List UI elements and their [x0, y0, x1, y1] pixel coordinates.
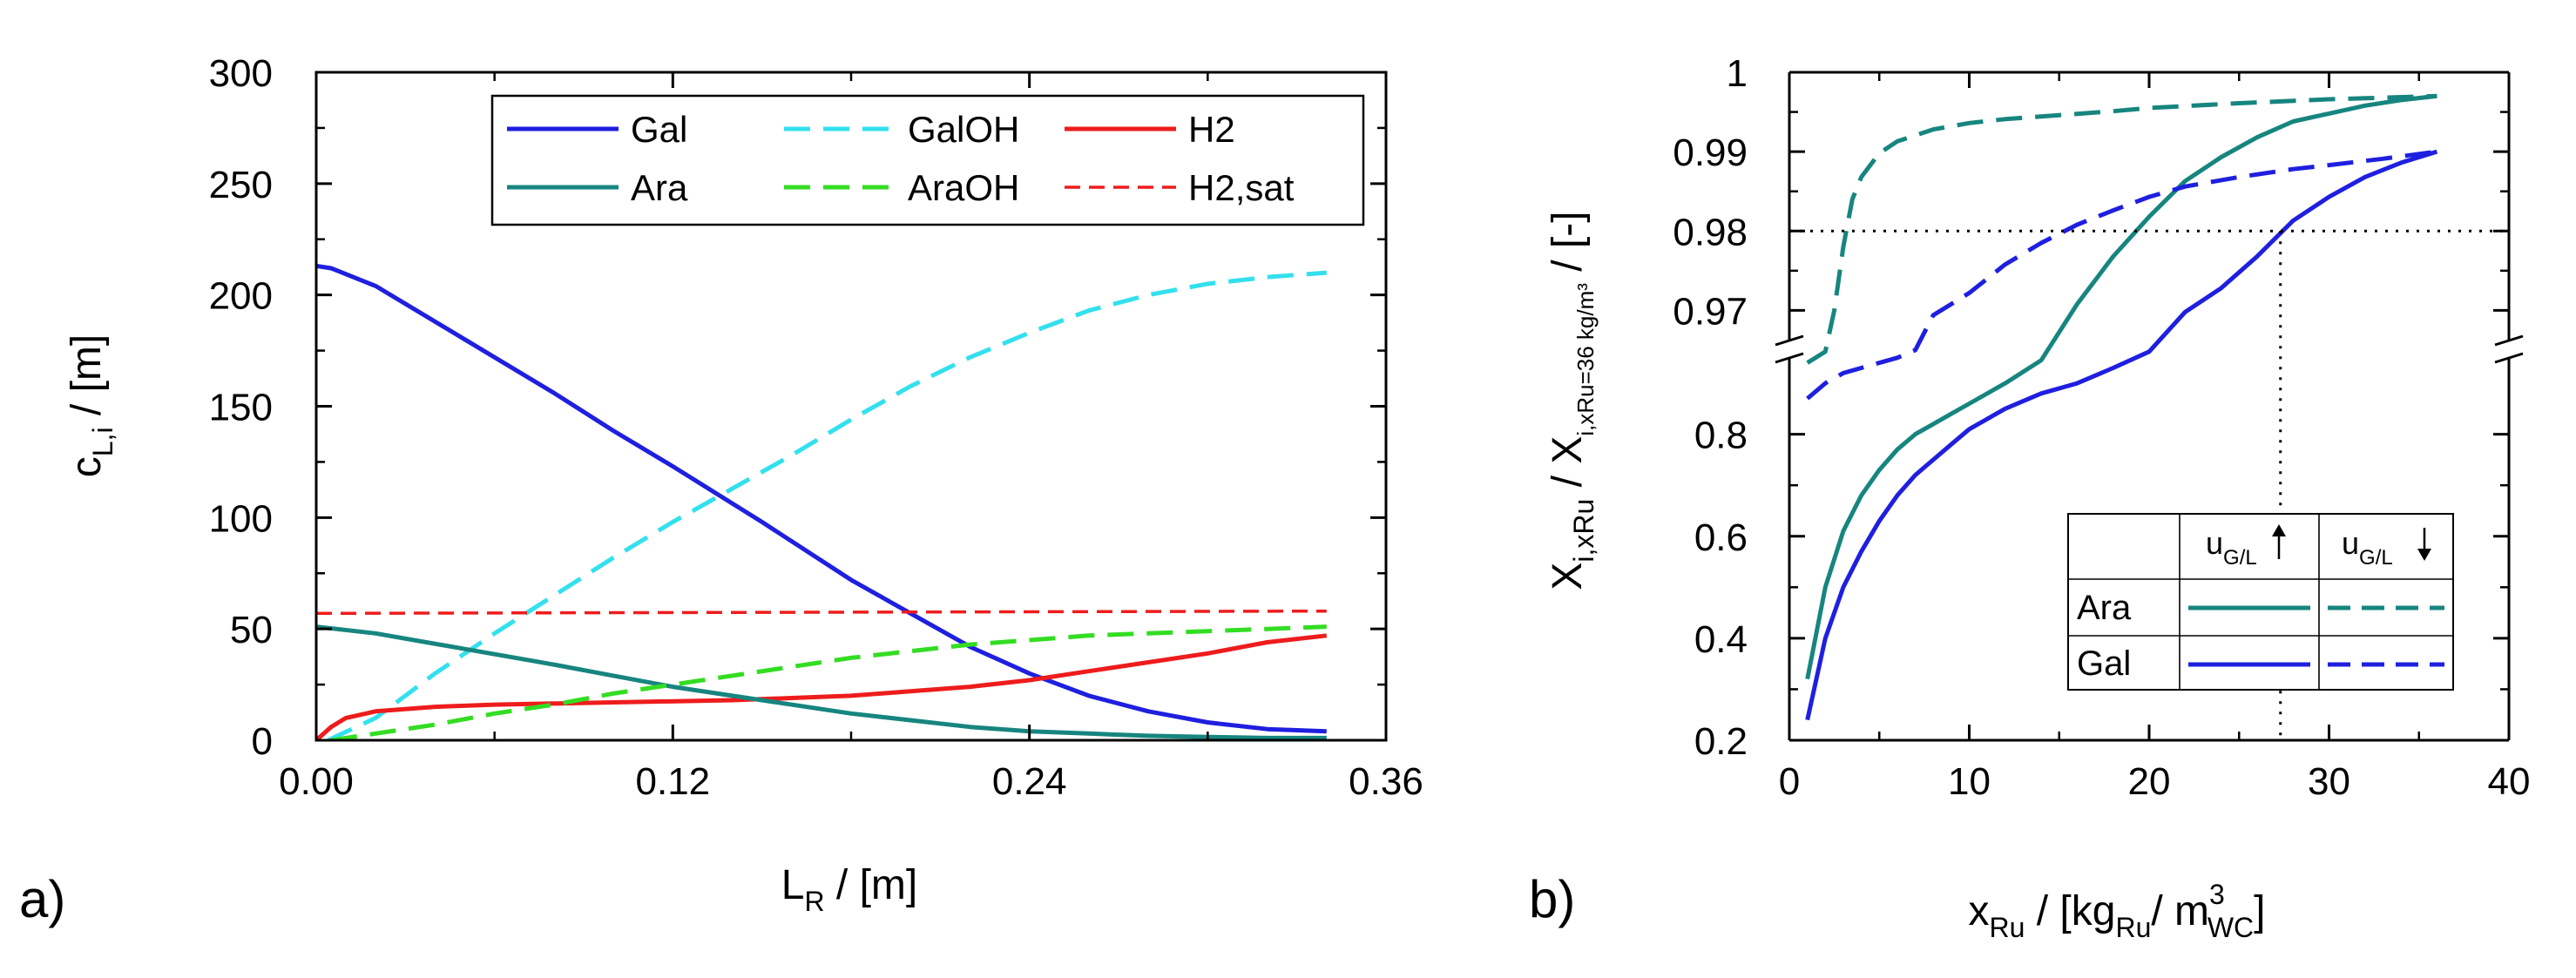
y-tick-label: 1	[1727, 52, 1748, 95]
y-tick-label: 100	[209, 497, 273, 540]
panel-b-legend-row-ara: Ara	[2077, 589, 2132, 627]
axis-break-mark	[2494, 334, 2524, 347]
y-tick-label: 0.8	[1694, 415, 1748, 457]
x-tick-label: 0.24	[992, 760, 1067, 803]
y-tick-label: 50	[230, 609, 273, 651]
x-tick-label: 30	[2308, 760, 2350, 803]
panel-a-xlabel-sub: R	[804, 886, 824, 917]
series-line-gal	[316, 263, 1327, 734]
panel-a-legend: Gal GalOH H2 Ara AraOH H2,sat	[490, 94, 1365, 226]
legend-label-h2-sat: H2,sat	[1188, 167, 1295, 208]
series-line-ara	[316, 624, 1327, 740]
panel-b-legend-box	[2067, 513, 2454, 691]
panel-b-legend-row-gal: Gal	[2077, 644, 2131, 683]
panel-a-legend-box	[490, 94, 1365, 226]
axis-break-mark	[2494, 352, 2524, 364]
legend-label-araoh: AraOH	[908, 167, 1019, 208]
legend-label-galoh: GalOH	[908, 109, 1019, 150]
panel-a-ylabel-sub: L,i	[87, 427, 118, 456]
x-tick-label: 40	[2488, 760, 2531, 803]
panel-b-xlabel: xRu / [kgRu/ m3 WC]	[1969, 879, 2266, 943]
panel-a-xlabel-unit: / [m]	[825, 862, 918, 908]
panel-a-label: a)	[19, 870, 65, 928]
arrow-down-icon	[2417, 528, 2431, 561]
axis-break-mark	[1775, 334, 1804, 347]
series-line-araoh	[330, 624, 1327, 740]
panel-b-series-group	[1805, 93, 2438, 721]
panel-b-ylabel: Xi,xRu / Xi,xRu=36 kg/m³ / [-]	[1545, 211, 1599, 590]
legend-label-gal: Gal	[631, 109, 687, 150]
panel-a-ticks: 0.00 0.12 0.24 0.36 0 50 100 150 200 250 300	[209, 52, 1423, 803]
axis-break-mark	[1775, 352, 1804, 364]
x-tick-label: 0.12	[636, 760, 711, 803]
y-tick-label: 0.4	[1694, 618, 1748, 661]
y-tick-label: 300	[209, 52, 273, 95]
x-tick-label: 10	[1948, 760, 1991, 803]
y-tick-label: 0.98	[1673, 211, 1748, 253]
series-line-gal-up	[1805, 149, 2438, 721]
x-tick-label: 0	[1779, 760, 1800, 803]
panel-b-legend: uG/L uG/L Ara Gal	[2067, 513, 2454, 691]
y-tick-label: 0.2	[1694, 720, 1748, 763]
panel-a-ylabel-main: c	[64, 456, 110, 477]
legend-label-h2: H2	[1188, 109, 1235, 150]
series-line-h2-sat	[316, 609, 1327, 616]
series-line-ara-down	[1806, 93, 2437, 365]
y-tick-label: 0.97	[1673, 290, 1748, 333]
y-tick-label: 250	[209, 164, 273, 206]
panel-b-ticks: 0 10 20 30 40 0.97 0.98 0.99 1 0.2 0.4 0.6 0.8	[1673, 52, 2530, 803]
panel-a-xlabel: LR / [m]	[781, 862, 917, 917]
legend-label-ara: Ara	[631, 167, 688, 208]
x-tick-label: 20	[2128, 760, 2171, 803]
series-line-h2	[316, 633, 1328, 740]
y-tick-label: 200	[209, 275, 273, 318]
y-tick-label: 0	[252, 720, 273, 763]
series-line-ara-up	[1805, 93, 2437, 680]
panel-a-series-group	[316, 263, 1328, 740]
series-line-galoh	[327, 270, 1327, 740]
panel-b-chart: 0 10 20 30 40 0.97 0.98 0.99 1 0.2 0.4 0.6 0.8 uG/L …	[1529, 52, 2530, 943]
panel-b-legend-header-up: uG/L	[2206, 525, 2257, 570]
panel-b-legend-header-down: uG/L	[2342, 525, 2393, 570]
panel-a-ylabel: cL,i / [m]	[64, 334, 118, 477]
arrow-up-icon	[2272, 524, 2286, 559]
y-tick-label: 0.6	[1694, 516, 1748, 559]
x-tick-label: 0.36	[1349, 760, 1423, 803]
y-tick-label: 150	[209, 387, 273, 429]
x-tick-label: 0.00	[279, 760, 354, 803]
y-tick-label: 0.99	[1673, 132, 1748, 174]
panel-b-reference-lines	[1789, 229, 2509, 740]
panel-a-xlabel-main: L	[781, 862, 805, 908]
panel-b-label: b)	[1529, 870, 1575, 928]
panel-a-ylabel-unit: / [m]	[64, 334, 110, 428]
